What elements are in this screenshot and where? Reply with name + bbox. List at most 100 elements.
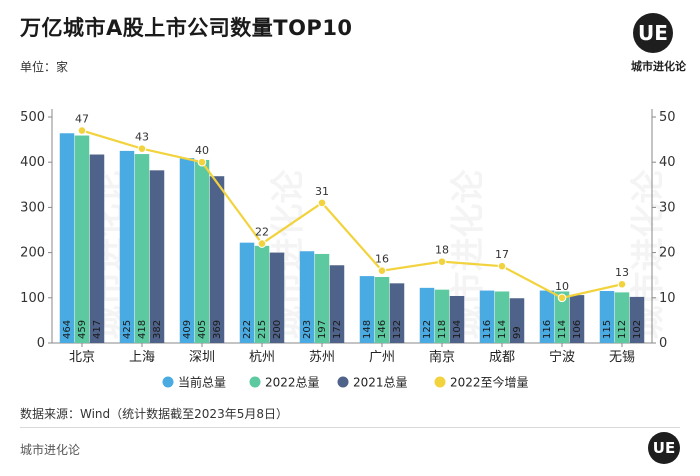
x-tick-label: 杭州	[249, 350, 275, 365]
x-tick-label: 苏州	[309, 349, 335, 365]
legend-label: 2022至今增量	[450, 375, 529, 390]
x-tick-label: 无锡	[609, 350, 635, 365]
bar-当前总量	[479, 290, 495, 343]
y-left-tick-label: 100	[20, 291, 45, 306]
line-point	[437, 257, 447, 266]
bar-2021总量	[449, 295, 465, 343]
line-point	[137, 144, 147, 153]
bar-2022总量	[614, 292, 630, 343]
y-left-tick-label: 300	[20, 200, 45, 215]
legend-label: 当前总量	[178, 375, 226, 390]
bar-value-label: 106	[572, 320, 583, 339]
brand-logo-caption: 城市进化论	[631, 60, 686, 73]
footer-brand: 城市进化论	[20, 443, 81, 457]
line-point	[317, 198, 327, 208]
bar-value-label: 203	[302, 320, 313, 339]
line-value-label: 16	[375, 253, 389, 266]
y-left-tick-label: 0	[37, 336, 45, 351]
bar-2022总量	[554, 291, 570, 343]
bar-2021总量	[509, 298, 525, 343]
bar-当前总量	[599, 291, 615, 343]
data-source-note: 数据来源：Wind（统计数据截至2023年5月8日）	[20, 407, 288, 421]
line-point	[617, 279, 627, 289]
brand-logo: UE	[633, 13, 673, 53]
bar-value-label: 425	[122, 320, 133, 339]
bar-value-label: 132	[392, 320, 403, 339]
line-value-label: 40	[195, 144, 209, 157]
bar-当前总量	[59, 133, 75, 343]
line-point	[197, 157, 207, 167]
legend-label: 2022总量	[265, 376, 320, 390]
bar-当前总量	[359, 276, 375, 343]
legend-swatch-2022至今增量	[434, 376, 446, 388]
bar-value-label: 459	[77, 320, 88, 339]
bar-2021总量	[629, 296, 645, 343]
bar-2022总量	[374, 277, 390, 343]
bar-当前总量	[539, 290, 555, 343]
bar-value-label: 104	[452, 320, 463, 339]
line-value-label: 31	[315, 185, 329, 198]
bar-value-label: 464	[62, 320, 73, 339]
bar-value-label: 122	[422, 320, 433, 339]
bar-2022总量	[434, 289, 450, 343]
bar-2021总量	[569, 295, 585, 343]
x-tick-label: 北京	[69, 350, 95, 365]
line-point	[557, 293, 567, 303]
legend-swatch-当前总量	[162, 376, 174, 388]
y-right-tick-label: 0	[659, 336, 667, 351]
bar-2022总量	[314, 253, 330, 343]
bar-value-label: 116	[542, 320, 553, 339]
line-point	[377, 266, 387, 275]
bar-2022总量	[494, 291, 510, 343]
bar-value-label: 369	[212, 320, 223, 339]
line-value-label: 13	[615, 266, 629, 279]
bar-2022总量	[254, 245, 270, 343]
bar-2021总量	[209, 176, 225, 343]
unit-label: 单位：家	[20, 60, 69, 74]
x-tick-label: 成都	[489, 350, 515, 365]
bar-value-label: 116	[482, 320, 493, 339]
line-value-label: 22	[255, 226, 269, 239]
bar-value-label: 102	[632, 320, 643, 339]
legend-swatch-2021总量	[337, 376, 349, 388]
bar-value-label: 114	[557, 320, 568, 339]
bar-value-label: 114	[497, 320, 508, 339]
bar-value-label: 382	[152, 320, 163, 339]
line-point	[77, 126, 87, 135]
bar-value-label: 417	[92, 320, 103, 339]
line-value-label: 43	[135, 131, 149, 144]
x-tick-label: 广州	[369, 350, 395, 365]
bar-value-label: 112	[617, 320, 628, 339]
legend-label: 2021总量	[353, 376, 408, 390]
line-value-label: 17	[495, 248, 509, 261]
bar-value-label: 215	[257, 320, 268, 339]
line-value-label: 18	[435, 244, 449, 257]
footer-logo: UE	[648, 432, 680, 464]
y-right-tick-label: 20	[659, 246, 676, 261]
bar-当前总量	[299, 251, 315, 343]
bar-value-label: 418	[137, 320, 148, 339]
line-point	[257, 239, 267, 248]
y-left-tick-label: 200	[20, 246, 45, 261]
y-right-tick-label: 10	[659, 291, 676, 306]
bar-value-label: 222	[242, 320, 253, 339]
footer-divider	[20, 427, 680, 428]
bar-2021总量	[389, 283, 405, 343]
bar-当前总量	[119, 150, 135, 343]
bar-value-label: 99	[512, 326, 523, 339]
bar-value-label: 172	[332, 320, 343, 339]
bar-value-label: 405	[197, 320, 208, 339]
y-left-tick-label: 500	[20, 110, 45, 125]
bar-value-label: 409	[182, 320, 193, 339]
line-value-label: 10	[555, 280, 569, 293]
y-left-tick-label: 400	[20, 155, 45, 170]
bar-2022总量	[194, 159, 210, 343]
bar-value-label: 200	[272, 320, 283, 339]
x-tick-label: 深圳	[189, 350, 215, 365]
chart-title: 万亿城市A股上市公司数量TOP10	[20, 16, 353, 40]
x-tick-label: 上海	[129, 350, 155, 365]
legend-swatch-2022总量	[249, 376, 261, 388]
bar-当前总量	[419, 287, 435, 343]
bar-value-label: 118	[437, 320, 448, 339]
bar-value-label: 148	[362, 320, 373, 339]
